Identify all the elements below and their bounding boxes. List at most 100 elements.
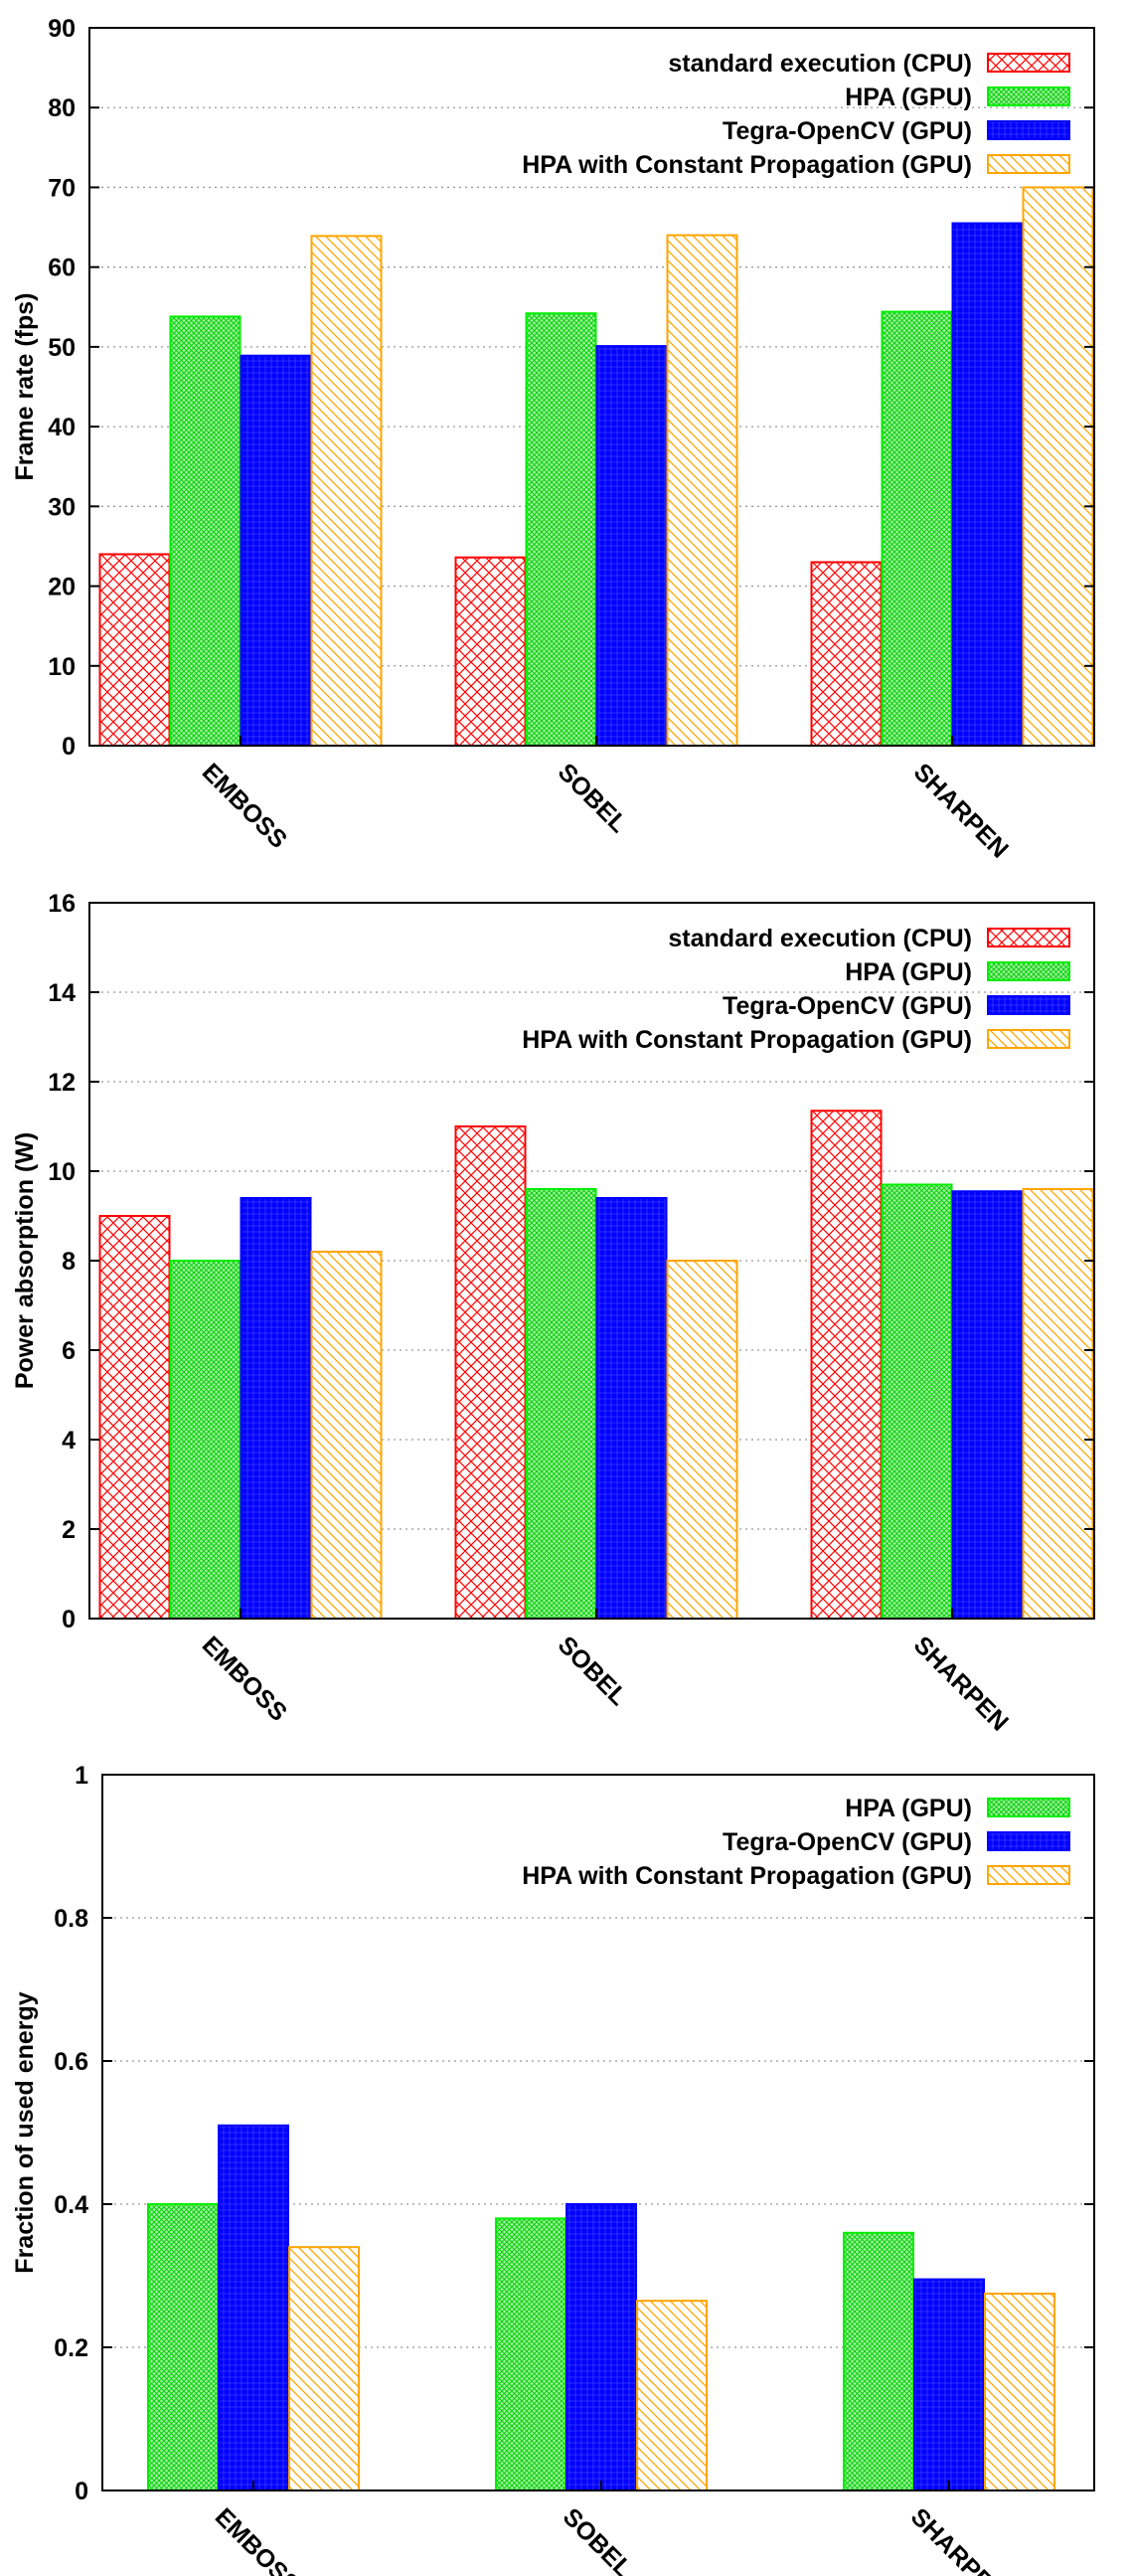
category-label-sobel: SOBEL [553,758,633,838]
legend-label-tegra-opencv-gpu: Tegra-OpenCV (GPU) [723,1828,972,1856]
legend-label-tegra-opencv-gpu: Tegra-OpenCV (GPU) [723,117,972,145]
y-tick-label: 60 [48,255,76,282]
bar-emboss-standard-execution-cpu [98,553,171,748]
y-tick-label: 10 [48,1158,76,1186]
category-label-sobel: SOBEL [558,2502,638,2576]
legend-swatch-tegra-opencv-gpu [987,1831,1070,1851]
legend: standard execution (CPU) HPA (GPU) Tegra-O… [522,50,1070,179]
category-label-sharpen: SHARPEN [908,1631,1014,1736]
y-tick-label: 0 [62,1606,76,1633]
bar-sharpen-hpa-gpu [843,2231,914,2492]
y-tick-label: 0.8 [54,1905,88,1933]
legend-swatch-standard-execution-cpu [987,53,1070,73]
legend-label-hpa-with-constant-propagation-gpu: HPA with Constant Propagation (GPU) [522,1862,972,1890]
bar-sobel-tegra-opencv-gpu [566,2203,637,2491]
bar-sobel-standard-execution-cpu [454,1125,527,1620]
bars [98,186,1094,748]
bar-sobel-hpa-gpu [525,1188,597,1620]
category-labels: EMBOSS SOBEL SHARPEN [210,2481,1011,2576]
bar-sobel-hpa-with-constant-propagation-gpu [636,2300,708,2491]
bar-sharpen-hpa-gpu [881,1183,953,1620]
legend-label-standard-execution-cpu: standard execution (CPU) [668,925,972,952]
legend-swatch-hpa-gpu [987,86,1070,106]
bar-sobel-tegra-opencv-gpu [595,345,668,747]
plot-frame [88,27,1095,747]
bar-sobel-hpa-with-constant-propagation-gpu [666,234,738,748]
legend-swatch-tegra-opencv-gpu [987,995,1070,1015]
bar-sharpen-standard-execution-cpu [810,1110,883,1620]
y-tick-label: 50 [48,334,76,362]
category-label-sobel: SOBEL [553,1631,633,1711]
bar-sharpen-standard-execution-cpu [810,561,883,747]
y-tick-label: 0 [62,733,76,761]
legend-swatch-hpa-gpu [987,961,1070,981]
y-axis-title: Fraction of used energy [11,1991,39,2273]
legend-label-hpa-with-constant-propagation-gpu: HPA with Constant Propagation (GPU) [522,1026,972,1054]
y-tick-label: 0.4 [54,2191,88,2219]
y-tick-label: 0.2 [54,2334,88,2362]
bar-sharpen-hpa-with-constant-propagation-gpu [1022,186,1094,747]
bar-sharpen-tegra-opencv-gpu [951,222,1024,748]
legend-label-hpa-gpu: HPA (GPU) [845,1795,972,1822]
bar-emboss-tegra-opencv-gpu [240,1197,312,1620]
bar-sharpen-hpa-with-constant-propagation-gpu [1022,1188,1094,1620]
legend-label-tegra-opencv-gpu: Tegra-OpenCV (GPU) [723,992,972,1020]
y-tick-label: 10 [48,653,76,681]
y-tick-label: 2 [62,1516,76,1544]
y-axis-title: Power absorption (W) [11,1132,39,1389]
bar-emboss-hpa-gpu [147,2203,219,2491]
category-label-sharpen: SHARPEN [908,758,1014,863]
y-tick-label: 6 [62,1337,76,1365]
legend-swatch-hpa-with-constant-propagation-gpu [987,1029,1070,1049]
bars [147,2124,1055,2492]
category-labels: EMBOSS SOBEL SHARPEN [197,1609,1014,1737]
y-tick-label: 20 [48,574,76,601]
category-labels: EMBOSS SOBEL SHARPEN [197,736,1014,864]
bar-emboss-hpa-with-constant-propagation-gpu [310,235,383,747]
y-tick-label: 40 [48,414,76,441]
y-tick-label: 80 [48,94,76,122]
bar-sobel-hpa-gpu [525,312,597,747]
y-tick-label: 90 [48,15,76,43]
category-label-sharpen: SHARPEN [905,2502,1011,2576]
y-tick-label: 4 [62,1427,76,1455]
legend: HPA (GPU) Tegra-OpenCV (GPU) HPA with Cons… [522,1795,1070,1890]
legend-label-standard-execution-cpu: standard execution (CPU) [668,50,972,78]
frame-rate-chart: 0 10 20 30 40 50 60 70 80 90 EMBOSS SOBEL SHARPEN F… [11,15,1095,864]
legend-label-hpa-gpu: HPA (GPU) [845,958,972,986]
legend-swatch-tegra-opencv-gpu [987,120,1070,140]
category-label-emboss: EMBOSS [197,1631,292,1726]
y-tick-label: 16 [48,890,76,918]
bar-sharpen-hpa-with-constant-propagation-gpu [984,2293,1055,2491]
category-label-emboss: EMBOSS [210,2502,305,2576]
legend-swatch-hpa-with-constant-propagation-gpu [987,1865,1070,1885]
bar-sobel-standard-execution-cpu [454,556,527,747]
category-label-emboss: EMBOSS [197,758,292,853]
y-tick-label: 0 [75,2478,88,2505]
bar-sharpen-hpa-gpu [881,310,953,747]
y-tick-label: 14 [48,979,76,1007]
bar-emboss-hpa-gpu [169,315,242,747]
legend-swatch-hpa-gpu [987,1798,1070,1817]
bar-emboss-standard-execution-cpu [98,1215,171,1620]
bar-emboss-tegra-opencv-gpu [218,2124,289,2492]
bar-emboss-hpa-with-constant-propagation-gpu [310,1251,383,1620]
y-ticks: 0 2 4 6 8 10 12 14 16 [48,890,1094,1633]
bar-sobel-hpa-gpu [495,2217,566,2491]
y-tick-label: 1 [75,1762,88,1790]
bar-sharpen-tegra-opencv-gpu [913,2278,985,2492]
y-axis-title: Frame rate (fps) [11,293,39,481]
y-ticks: 0 10 20 30 40 50 60 70 80 90 [48,15,1094,761]
y-tick-label: 12 [48,1069,76,1097]
bar-emboss-tegra-opencv-gpu [240,354,312,747]
power-absorption-chart: 0 2 4 6 8 10 12 14 16 EMBOSS SOBEL SHARPEN Power a… [11,890,1095,1737]
y-tick-label: 8 [62,1248,76,1276]
bar-sharpen-tegra-opencv-gpu [951,1190,1024,1620]
bar-emboss-hpa-gpu [169,1260,242,1620]
legend-swatch-standard-execution-cpu [987,928,1070,947]
y-tick-label: 30 [48,493,76,521]
bar-sobel-tegra-opencv-gpu [595,1197,668,1620]
bars [98,1110,1094,1620]
y-ticks: 0 0.2 0.4 0.6 0.8 1 [54,1762,1094,2505]
